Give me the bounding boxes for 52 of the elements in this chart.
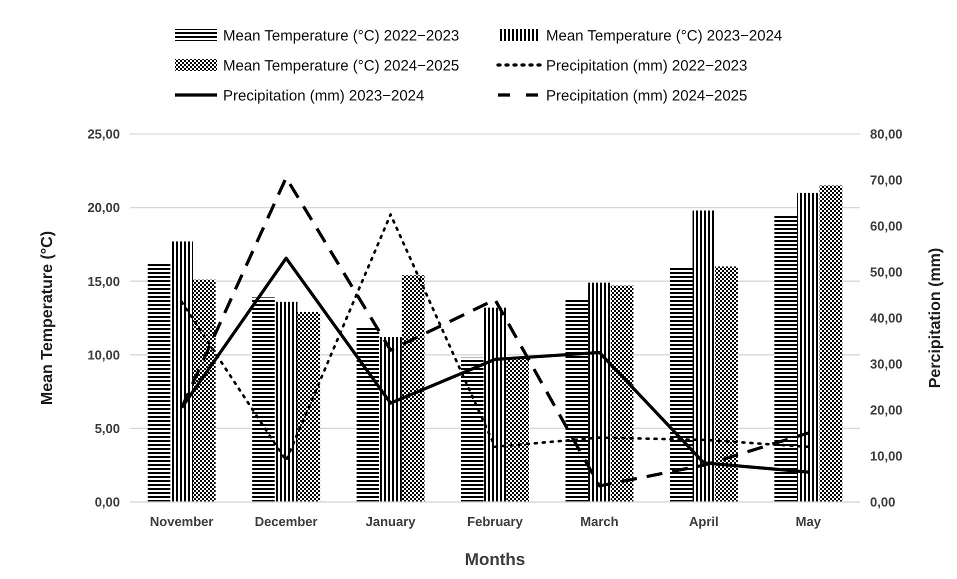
bar bbox=[796, 192, 820, 502]
bar bbox=[170, 241, 194, 502]
x-tick-label: January bbox=[366, 514, 416, 529]
y2-tick-label: 0,00 bbox=[870, 494, 896, 510]
x-axis-title: Months bbox=[464, 550, 526, 569]
x-tick-label: February bbox=[467, 514, 524, 529]
x-tick-label: April bbox=[689, 514, 719, 529]
bar bbox=[297, 312, 320, 502]
legend-label: Mean Temperature (°C) 2022−2023 bbox=[223, 27, 460, 44]
bar bbox=[774, 214, 797, 502]
y-tick-label: 0,00 bbox=[94, 494, 120, 510]
legend-label: Precipitation (mm) 2024−2025 bbox=[546, 87, 748, 104]
y2-tick-label: 30,00 bbox=[870, 356, 903, 372]
bar bbox=[670, 268, 693, 502]
y2-tick-label: 20,00 bbox=[870, 402, 903, 418]
bar bbox=[565, 298, 588, 502]
bar bbox=[484, 308, 506, 502]
x-tick-label: March bbox=[580, 514, 619, 529]
bar bbox=[820, 186, 842, 502]
y2-tick-label: 70,00 bbox=[870, 172, 903, 188]
x-tick-label: May bbox=[796, 514, 822, 529]
bar bbox=[193, 280, 216, 502]
bar bbox=[506, 358, 529, 502]
legend-label: Precipitation (mm) 2022−2023 bbox=[546, 57, 748, 74]
bar bbox=[692, 210, 716, 502]
y-tick-label: 25,00 bbox=[87, 126, 120, 142]
bar bbox=[356, 326, 380, 502]
bar bbox=[715, 266, 738, 502]
y2-axis-title: Percipitation (mm) bbox=[927, 248, 944, 388]
x-tick-label: December bbox=[254, 514, 318, 529]
bar bbox=[274, 302, 298, 502]
y-tick-label: 15,00 bbox=[87, 274, 120, 289]
legend-label: Mean Temperature (°C) 2024−2025 bbox=[223, 57, 460, 74]
bar bbox=[610, 286, 634, 502]
legend-label: Mean Temperature (°C) 2023−2024 bbox=[546, 27, 782, 44]
bar bbox=[252, 297, 275, 502]
y2-tick-label: 40,00 bbox=[870, 310, 903, 326]
legend-label: Precipitation (mm) 2023−2024 bbox=[223, 87, 424, 104]
bar bbox=[402, 275, 425, 502]
y2-tick-label: 50,00 bbox=[870, 264, 903, 280]
y-tick-label: 20,00 bbox=[87, 200, 120, 216]
y-tick-label: 10,00 bbox=[87, 347, 120, 362]
bar bbox=[148, 262, 170, 502]
y2-tick-label: 80,00 bbox=[870, 126, 903, 142]
y2-tick-label: 60,00 bbox=[870, 218, 903, 234]
y-tick-label: 5,00 bbox=[94, 420, 120, 436]
bar bbox=[588, 282, 611, 502]
bar bbox=[461, 358, 484, 502]
bar bbox=[379, 337, 402, 502]
y-axis-title: Mean Temperature (°C) bbox=[39, 230, 56, 406]
x-tick-label: November bbox=[150, 514, 214, 529]
y2-tick-label: 10,00 bbox=[870, 448, 903, 464]
